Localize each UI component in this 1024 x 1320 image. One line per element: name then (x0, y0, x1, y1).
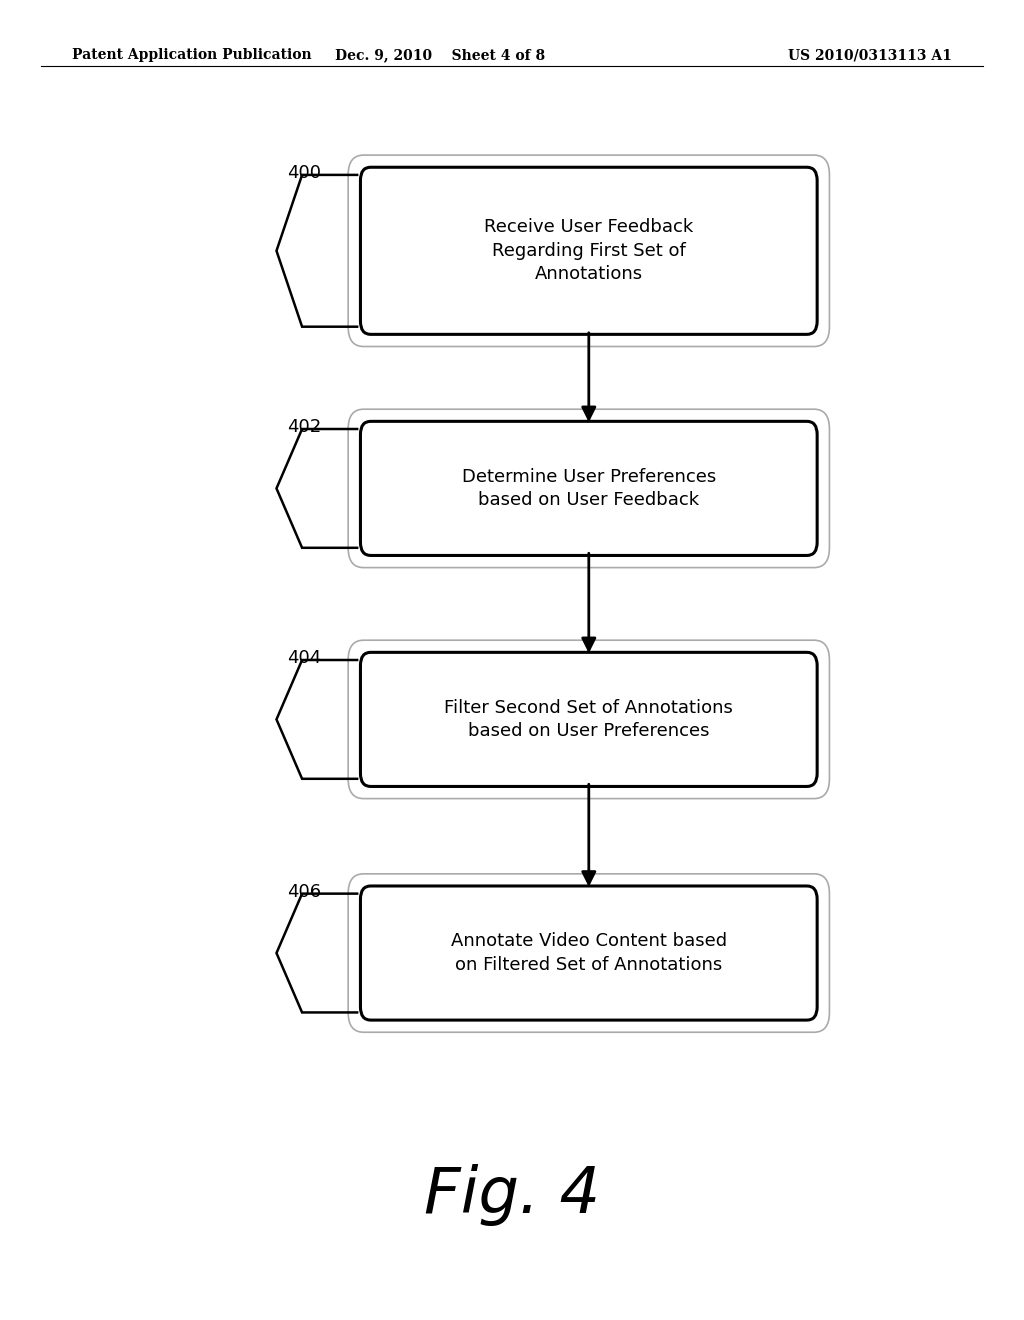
FancyBboxPatch shape (348, 640, 829, 799)
Text: 402: 402 (287, 418, 321, 437)
FancyBboxPatch shape (360, 421, 817, 556)
FancyBboxPatch shape (360, 886, 817, 1020)
FancyBboxPatch shape (360, 652, 817, 787)
Text: Determine User Preferences
based on User Feedback: Determine User Preferences based on User… (462, 467, 716, 510)
Text: US 2010/0313113 A1: US 2010/0313113 A1 (788, 49, 952, 62)
Text: Fig. 4: Fig. 4 (424, 1164, 600, 1225)
FancyBboxPatch shape (348, 154, 829, 346)
FancyBboxPatch shape (348, 874, 829, 1032)
Text: Receive User Feedback
Regarding First Set of
Annotations: Receive User Feedback Regarding First Se… (484, 218, 693, 284)
FancyBboxPatch shape (348, 409, 829, 568)
Text: Filter Second Set of Annotations
based on User Preferences: Filter Second Set of Annotations based o… (444, 698, 733, 741)
Text: 404: 404 (287, 649, 321, 668)
FancyBboxPatch shape (360, 168, 817, 334)
Text: Annotate Video Content based
on Filtered Set of Annotations: Annotate Video Content based on Filtered… (451, 932, 727, 974)
Text: 400: 400 (287, 164, 321, 182)
Text: Patent Application Publication: Patent Application Publication (72, 49, 311, 62)
Text: Dec. 9, 2010    Sheet 4 of 8: Dec. 9, 2010 Sheet 4 of 8 (335, 49, 546, 62)
Text: 406: 406 (287, 883, 321, 902)
